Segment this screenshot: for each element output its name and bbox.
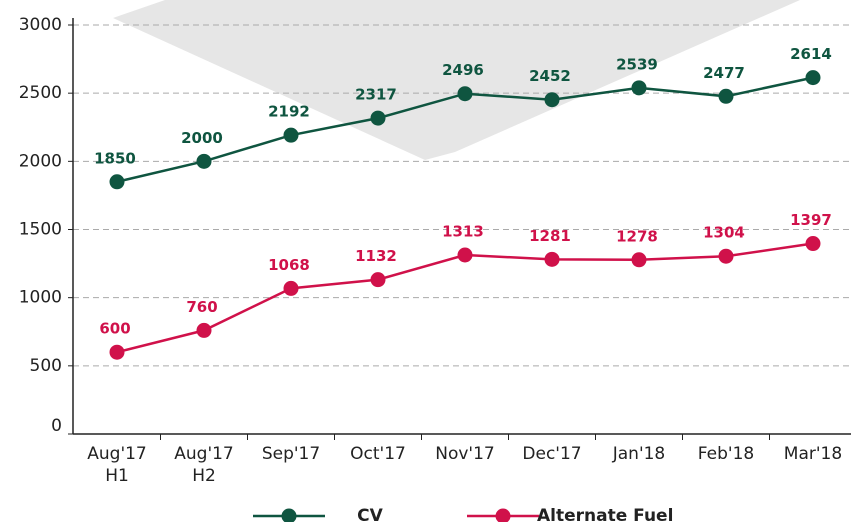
data-point bbox=[457, 247, 473, 263]
x-tick-label: Feb'18 bbox=[698, 444, 754, 464]
data-label: 2496 bbox=[442, 61, 484, 79]
data-point bbox=[109, 344, 125, 360]
data-label: 2317 bbox=[355, 86, 397, 104]
legend-marker bbox=[495, 508, 511, 522]
data-label: 2614 bbox=[790, 45, 832, 63]
data-label: 1313 bbox=[442, 222, 484, 240]
x-tick-label: Dec'17 bbox=[522, 444, 581, 464]
data-label: 2452 bbox=[529, 67, 571, 85]
y-tick-label: 500 bbox=[30, 356, 62, 376]
data-point bbox=[544, 251, 560, 267]
data-label: 2539 bbox=[616, 55, 658, 73]
y-tick-label: 2500 bbox=[19, 83, 62, 103]
data-label: 1068 bbox=[268, 256, 310, 274]
y-tick-label: 1500 bbox=[19, 220, 62, 240]
legend-label: CV bbox=[357, 506, 383, 522]
data-point bbox=[631, 80, 647, 96]
x-tick-label: Sep'17 bbox=[262, 444, 320, 464]
x-tick-label: Jan'18 bbox=[612, 444, 666, 464]
y-tick-label: 0 bbox=[51, 416, 62, 436]
data-point bbox=[196, 153, 212, 169]
data-label: 1278 bbox=[616, 227, 658, 245]
data-label: 600 bbox=[99, 320, 130, 338]
data-label: 1397 bbox=[790, 211, 832, 229]
data-point bbox=[109, 174, 125, 190]
x-tick-label: Mar'18 bbox=[784, 444, 842, 464]
data-point bbox=[196, 322, 212, 338]
data-point bbox=[457, 86, 473, 102]
data-label: 2000 bbox=[181, 129, 223, 147]
data-point bbox=[370, 110, 386, 126]
data-point bbox=[283, 127, 299, 143]
data-point bbox=[805, 236, 821, 252]
data-point bbox=[544, 92, 560, 108]
data-label: 1850 bbox=[94, 149, 136, 167]
data-label: 1132 bbox=[355, 247, 397, 265]
x-tick-label: Aug'17 H2 bbox=[174, 444, 234, 486]
data-label: 2192 bbox=[268, 103, 310, 121]
x-tick-label: Aug'17 H1 bbox=[87, 444, 147, 486]
y-tick-label: 3000 bbox=[19, 15, 62, 35]
y-tick-label: 2000 bbox=[19, 151, 62, 171]
data-label: 1281 bbox=[529, 227, 571, 245]
data-point bbox=[283, 280, 299, 296]
data-label: 760 bbox=[186, 298, 217, 316]
data-point bbox=[805, 70, 821, 86]
legend-marker bbox=[281, 508, 297, 522]
x-tick-label: Oct'17 bbox=[350, 444, 406, 464]
y-tick-label: 1000 bbox=[19, 288, 62, 308]
data-point bbox=[718, 88, 734, 104]
data-point bbox=[370, 272, 386, 288]
background-shape bbox=[113, 0, 800, 160]
legend-label: Alternate Fuel bbox=[537, 506, 673, 522]
data-label: 2477 bbox=[703, 64, 745, 82]
data-point bbox=[631, 252, 647, 268]
x-tick-label: Nov'17 bbox=[435, 444, 494, 464]
data-point bbox=[718, 248, 734, 264]
data-label: 1304 bbox=[703, 224, 745, 242]
